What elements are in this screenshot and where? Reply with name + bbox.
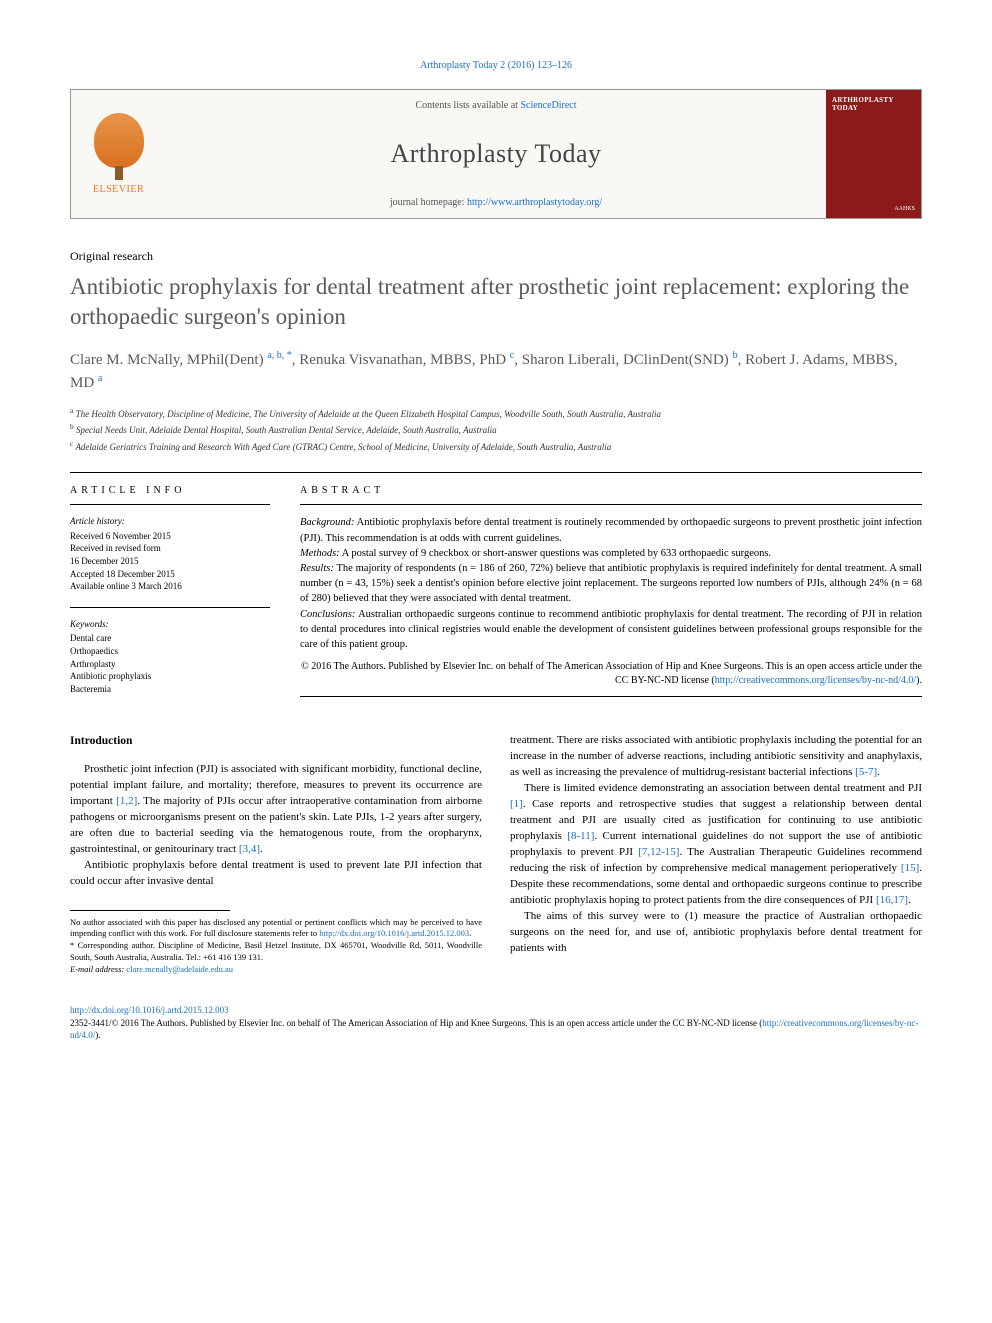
cc-license-link[interactable]: http://creativecommons.org/licenses/by-n… xyxy=(715,675,916,686)
contents-prefix: Contents lists available at xyxy=(415,100,520,111)
article-title: Antibiotic prophylaxis for dental treatm… xyxy=(70,272,922,332)
history-line: Available online 3 March 2016 xyxy=(70,580,270,593)
elsevier-tree-icon xyxy=(94,113,144,168)
keyword: Dental care xyxy=(70,632,270,645)
homepage-link[interactable]: http://www.arthroplastytoday.org/ xyxy=(467,197,602,208)
abstract-column: ABSTRACT Background: Antibiotic prophyla… xyxy=(300,485,922,709)
citation-link[interactable]: [8-11] xyxy=(567,830,594,842)
publisher-name: ELSEVIER xyxy=(93,184,144,195)
contents-line: Contents lists available at ScienceDirec… xyxy=(186,100,806,111)
history-line: Received in revised form xyxy=(70,542,270,555)
abstract-methods-label: Methods: xyxy=(300,548,340,559)
journal-header: ELSEVIER Contents lists available at Sci… xyxy=(70,89,922,219)
bottom-block: http://dx.doi.org/10.1016/j.artd.2015.12… xyxy=(70,1004,922,1042)
affiliation-a: a The Health Observatory, Discipline of … xyxy=(70,405,922,422)
article-info-column: ARTICLE INFO Article history: Received 6… xyxy=(70,485,270,709)
sciencedirect-link[interactable]: ScienceDirect xyxy=(520,100,576,111)
citation-link[interactable]: [3,4] xyxy=(239,843,260,855)
keyword: Arthroplasty xyxy=(70,658,270,671)
article-type: Original research xyxy=(70,249,922,264)
disclosure-doi-link[interactable]: http://dx.doi.org/10.1016/j.artd.2015.12… xyxy=(319,928,469,938)
footnote-separator xyxy=(70,910,230,911)
abstract-copyright: © 2016 The Authors. Published by Elsevie… xyxy=(300,660,922,688)
disclosure-note: No author associated with this paper has… xyxy=(70,917,482,941)
citation-link[interactable]: [7,12-15] xyxy=(638,846,679,858)
affiliation-c: c Adelaide Geriatrics Training and Resea… xyxy=(70,438,922,455)
affiliation-b: b Special Needs Unit, Adelaide Dental Ho… xyxy=(70,421,922,438)
authors-list: Clare M. McNally, MPhil(Dent) a, b, *, R… xyxy=(70,348,922,395)
body-paragraph: There is limited evidence demonstrating … xyxy=(510,781,922,909)
keyword: Antibiotic prophylaxis xyxy=(70,670,270,683)
article-history: Article history: Received 6 November 201… xyxy=(70,515,270,593)
body-paragraph: Prosthetic joint infection (PJI) is asso… xyxy=(70,762,482,858)
body-paragraph: Antibiotic prophylaxis before dental tre… xyxy=(70,858,482,890)
abstract-conclusions-text: Australian orthopaedic surgeons continue… xyxy=(300,609,922,650)
history-line: Accepted 18 December 2015 xyxy=(70,568,270,581)
abstract-heading: ABSTRACT xyxy=(300,485,922,496)
cover-society-icon: AAHKS xyxy=(832,206,915,212)
body-paragraph: treatment. There are risks associated wi… xyxy=(510,733,922,781)
keywords-block: Keywords: Dental care Orthopaedics Arthr… xyxy=(70,618,270,696)
homepage-prefix: journal homepage: xyxy=(390,197,467,208)
keyword: Bacteremia xyxy=(70,683,270,696)
keywords-label: Keywords: xyxy=(70,618,270,631)
author-email-link[interactable]: clare.mcnally@adelaide.edu.au xyxy=(126,964,233,974)
abstract-conclusions-label: Conclusions: xyxy=(300,609,355,620)
article-info-heading: ARTICLE INFO xyxy=(70,485,270,496)
journal-cover-thumb: ARTHROPLASTY TODAY AAHKS xyxy=(826,90,921,218)
article-doi-link[interactable]: http://dx.doi.org/10.1016/j.artd.2015.12… xyxy=(70,1005,229,1015)
cover-title: ARTHROPLASTY TODAY xyxy=(832,96,915,112)
footnotes: No author associated with this paper has… xyxy=(70,917,482,976)
issn-copyright-line: 2352-3441/© 2016 The Authors. Published … xyxy=(70,1017,922,1042)
publisher-logo: ELSEVIER xyxy=(71,90,166,218)
citation-link[interactable]: [16,17] xyxy=(876,894,908,906)
body-paragraph: The aims of this survey were to (1) meas… xyxy=(510,909,922,957)
history-line: 16 December 2015 xyxy=(70,555,270,568)
affiliations: a The Health Observatory, Discipline of … xyxy=(70,405,922,455)
abstract-body: Background: Antibiotic prophylaxis befor… xyxy=(300,515,922,652)
corresponding-note: * Corresponding author. Discipline of Me… xyxy=(70,940,482,964)
citation-link[interactable]: [15] xyxy=(901,862,919,874)
abstract-bg-text: Antibiotic prophylaxis before dental tre… xyxy=(300,517,922,543)
citation-link[interactable]: [1,2] xyxy=(116,795,137,807)
citation-link[interactable]: [5-7] xyxy=(855,766,877,778)
intro-heading: Introduction xyxy=(70,733,482,750)
abstract-results-text: The majority of respondents (n = 186 of … xyxy=(300,563,922,604)
top-citation: Arthroplasty Today 2 (2016) 123–126 xyxy=(70,60,922,71)
citation-link[interactable]: [1] xyxy=(510,798,523,810)
abstract-methods-text: A postal survey of 9 checkbox or short-a… xyxy=(342,548,771,559)
history-line: Received 6 November 2015 xyxy=(70,530,270,543)
homepage-line: journal homepage: http://www.arthroplast… xyxy=(186,197,806,208)
body-columns: Introduction Prosthetic joint infection … xyxy=(70,733,922,976)
keyword: Orthopaedics xyxy=(70,645,270,658)
divider xyxy=(70,472,922,473)
abstract-results-label: Results: xyxy=(300,563,334,574)
abstract-bg-label: Background: xyxy=(300,517,354,528)
email-note: E-mail address: clare.mcnally@adelaide.e… xyxy=(70,964,482,976)
history-label: Article history: xyxy=(70,515,270,528)
journal-name: Arthroplasty Today xyxy=(186,139,806,169)
